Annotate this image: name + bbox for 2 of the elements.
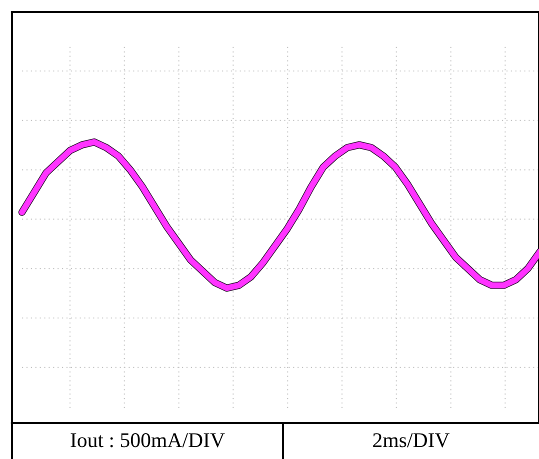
text: 2ms/DIV <box>373 433 450 448</box>
text: Iout : 500mA/DIV <box>70 433 225 448</box>
